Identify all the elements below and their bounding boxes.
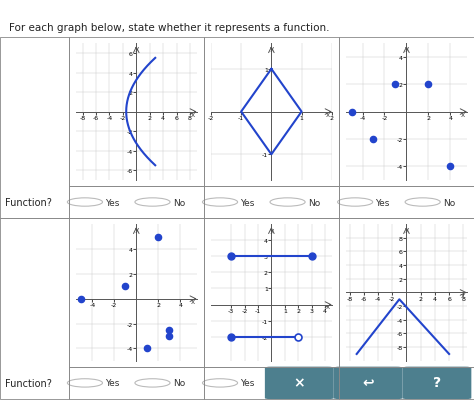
Text: x: x <box>326 112 330 118</box>
Point <box>165 327 173 333</box>
Text: x: x <box>191 112 195 118</box>
Text: For each graph below, state whether it represents a function.: For each graph below, state whether it r… <box>9 23 330 32</box>
Text: y: y <box>270 46 273 52</box>
Text: y: y <box>405 46 409 52</box>
Point <box>370 136 377 143</box>
Point <box>348 109 356 115</box>
Text: Function?: Function? <box>6 378 52 388</box>
Text: Yes: Yes <box>375 379 390 387</box>
FancyBboxPatch shape <box>334 367 402 399</box>
Text: No: No <box>173 198 185 207</box>
Text: ↩: ↩ <box>362 375 374 389</box>
Text: ×: × <box>293 375 305 389</box>
Point <box>392 82 399 88</box>
Text: No: No <box>443 379 455 387</box>
Text: y: y <box>135 46 138 52</box>
Text: Yes: Yes <box>240 379 255 387</box>
Point <box>447 164 454 170</box>
Text: Yes: Yes <box>240 198 255 207</box>
Point <box>155 234 162 240</box>
FancyBboxPatch shape <box>265 367 334 399</box>
Text: x: x <box>191 298 195 304</box>
Text: No: No <box>308 198 320 207</box>
Text: Yes: Yes <box>375 198 390 207</box>
Point <box>78 296 85 302</box>
Text: No: No <box>443 198 455 207</box>
FancyBboxPatch shape <box>402 367 471 399</box>
Text: x: x <box>461 292 465 298</box>
Text: y: y <box>270 227 273 233</box>
Text: ?: ? <box>433 375 441 389</box>
Text: Yes: Yes <box>105 198 119 207</box>
Text: Function?: Function? <box>6 198 52 207</box>
Text: y: y <box>135 227 138 233</box>
Text: y: y <box>405 227 409 233</box>
Text: Yes: Yes <box>105 379 119 387</box>
Point <box>121 284 129 290</box>
Text: x: x <box>461 112 465 118</box>
Point <box>144 345 151 352</box>
Text: No: No <box>173 379 185 387</box>
Text: x: x <box>326 303 330 309</box>
Point <box>425 82 432 88</box>
Point <box>165 333 173 339</box>
Text: No: No <box>308 379 320 387</box>
